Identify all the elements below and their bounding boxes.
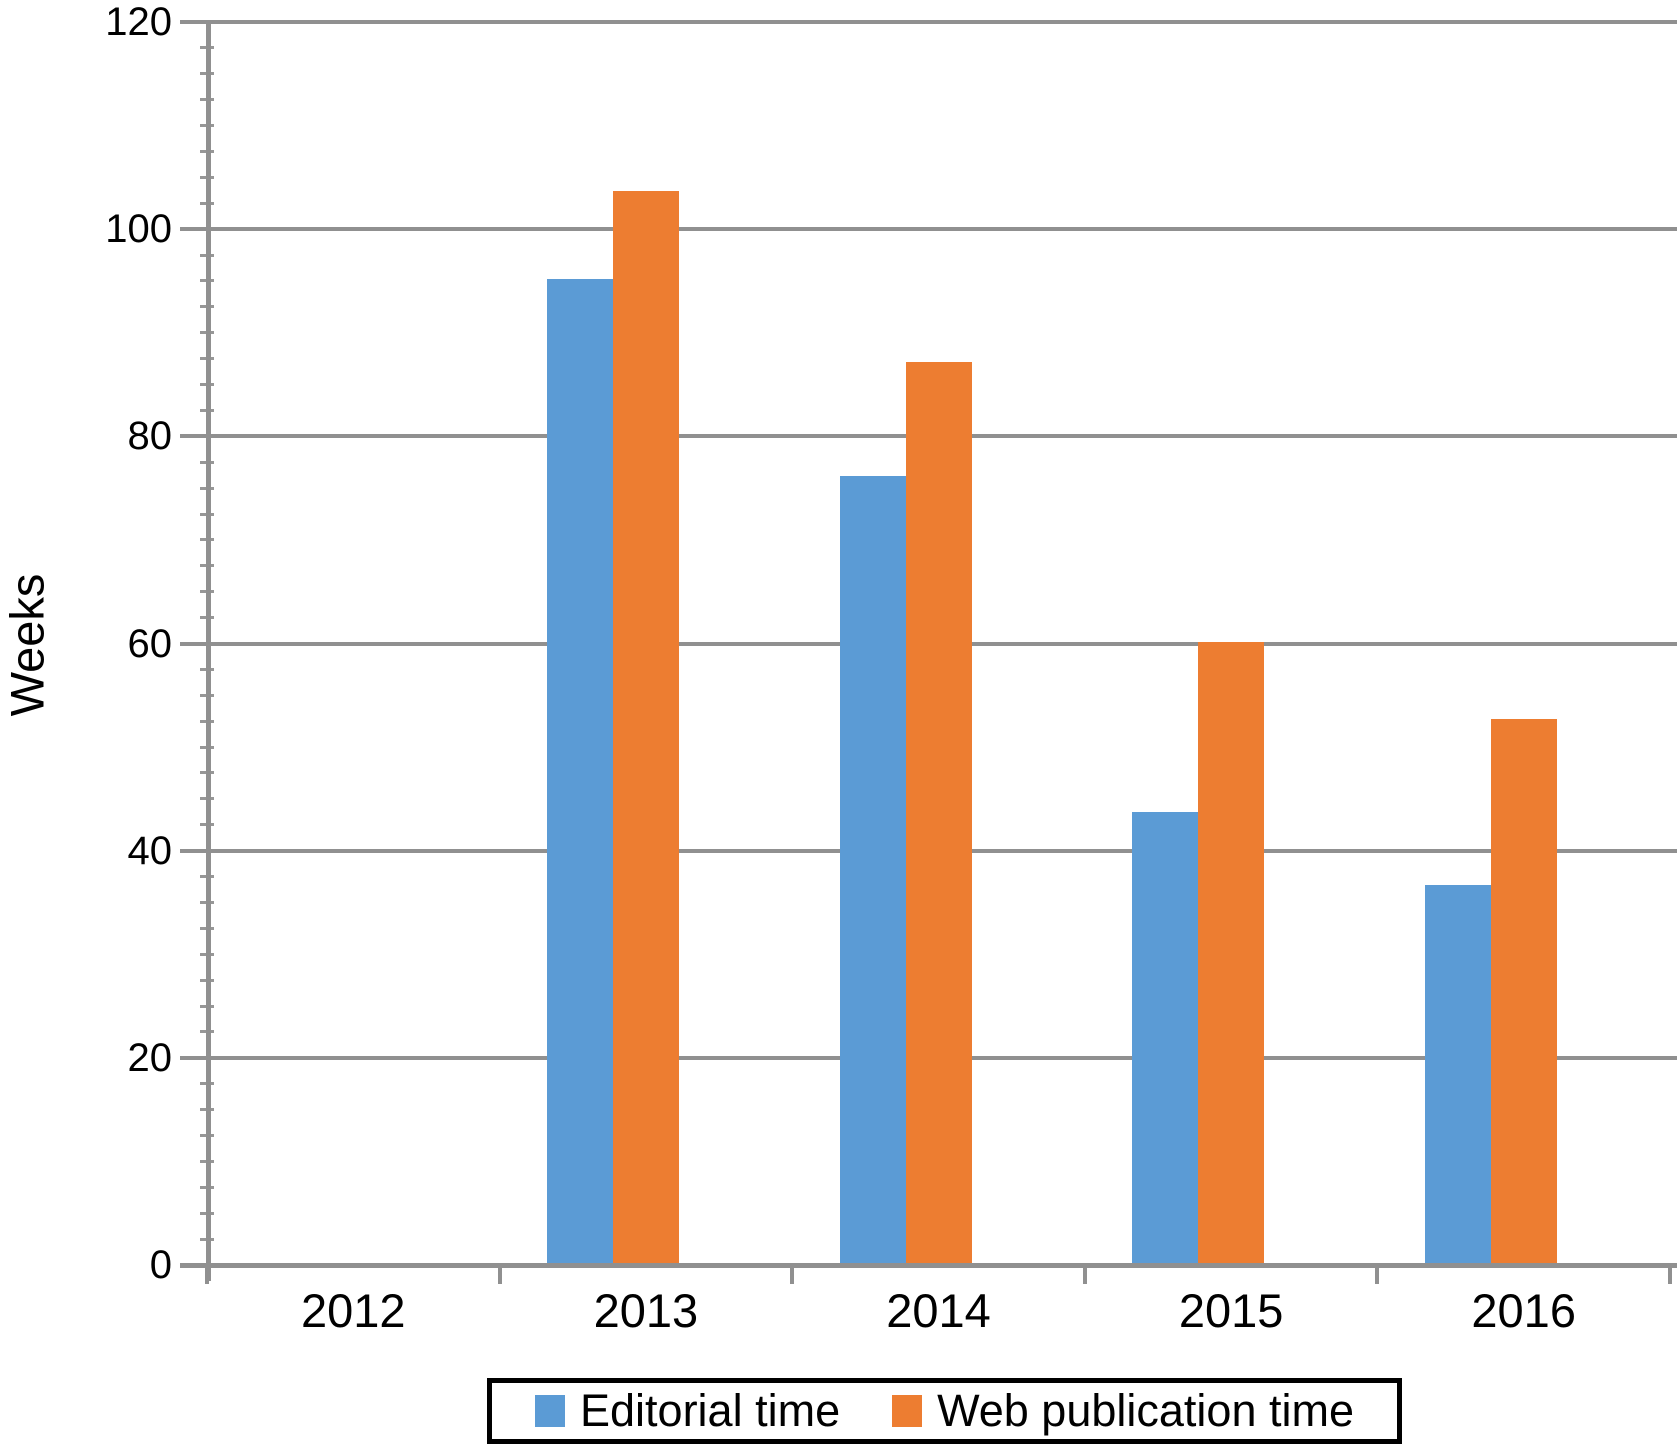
gridline-100 (180, 227, 1677, 232)
gridline-120 (180, 20, 1677, 24)
bar-2015-editorial-time (1132, 812, 1199, 1263)
bar-2015-web-publication-time (1198, 641, 1265, 1263)
legend-item-editorial-time: Editorial time (535, 1385, 840, 1437)
y-tick-label-120: 120 (105, 0, 172, 44)
bar-2013-web-publication-time (612, 190, 679, 1263)
x-category-label-2016: 2016 (1471, 1284, 1576, 1337)
y-tick-label-0: 0 (149, 1243, 172, 1287)
legend-label-editorial-time: Editorial time (580, 1385, 841, 1436)
y-tick-label-20: 20 (127, 1035, 173, 1080)
legend-swatch-web-publication-time (892, 1395, 923, 1427)
plot-area (180, 20, 1677, 1284)
y-tick-label-60: 60 (127, 621, 173, 666)
y-tick-label-80: 80 (127, 414, 173, 459)
bar-2014-editorial-time (839, 475, 906, 1263)
x-axis-tick (1082, 1268, 1087, 1284)
x-axis-line (180, 1263, 1677, 1268)
x-axis-tick (1668, 1268, 1672, 1284)
x-axis-tick (205, 1268, 209, 1284)
x-category-label-2014: 2014 (886, 1284, 991, 1337)
legend-label-web-publication-time: Web publication time (937, 1385, 1354, 1436)
x-category-label-2012: 2012 (301, 1284, 406, 1337)
legend: Editorial time Web publication time (487, 1378, 1402, 1444)
x-category-label-2013: 2013 (593, 1284, 699, 1337)
y-tick-label-40: 40 (127, 828, 173, 873)
y-tick-label-100: 100 (105, 207, 172, 252)
bar-2016-editorial-time (1424, 884, 1491, 1263)
legend-swatch-editorial-time (535, 1395, 565, 1427)
x-axis-tick (790, 1268, 795, 1284)
y-axis-line (206, 22, 211, 1281)
x-category-label-2015: 2015 (1178, 1284, 1284, 1337)
bar-2016-web-publication-time (1490, 719, 1557, 1263)
bar-2013-editorial-time (546, 278, 613, 1263)
bar-2014-web-publication-time (905, 361, 972, 1263)
legend-item-web-publication-time: Web publication time (892, 1385, 1354, 1437)
x-axis-tick (497, 1268, 502, 1284)
x-axis-tick (1375, 1268, 1380, 1284)
